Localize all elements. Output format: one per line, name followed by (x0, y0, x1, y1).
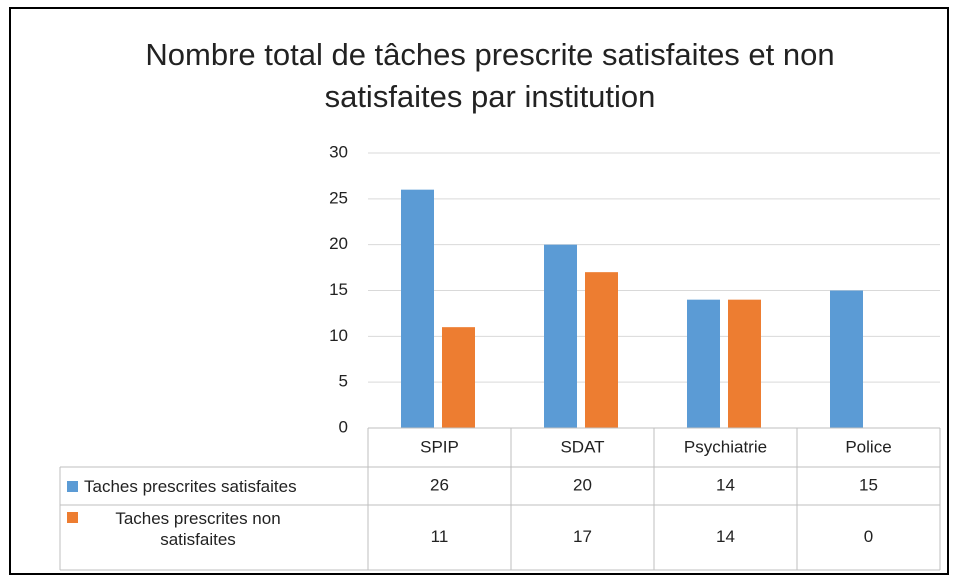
chart-title: Nombre total de tâches prescrite satisfa… (145, 37, 835, 114)
legend-key (67, 512, 78, 523)
y-tick-label: 10 (329, 326, 348, 345)
x-tick-label: Psychiatrie (684, 437, 767, 456)
bar (687, 299, 720, 428)
y-tick-label: 30 (329, 142, 348, 161)
legend-key (67, 481, 78, 492)
legend-label: Taches prescrites satisfaites (84, 477, 297, 496)
chart-border (9, 7, 949, 575)
table-value: 15 (859, 475, 878, 494)
y-tick-label: 25 (329, 188, 348, 207)
bar (585, 272, 618, 428)
x-tick-label: SPIP (420, 437, 459, 456)
y-tick-label: 15 (329, 280, 348, 299)
bar (830, 290, 863, 428)
table-value: 20 (573, 475, 592, 494)
bar (544, 244, 577, 428)
table-value: 0 (864, 527, 873, 546)
bar (728, 299, 761, 428)
table-value: 14 (716, 527, 735, 546)
legend-label: Taches prescrites non satisfaites (115, 509, 281, 549)
table-value: 17 (573, 527, 592, 546)
y-tick-label: 20 (329, 234, 348, 253)
table-value: 14 (716, 475, 735, 494)
x-tick-label: Police (845, 437, 891, 456)
y-tick-label: 5 (339, 372, 348, 391)
bar (401, 189, 434, 428)
table-value: 26 (430, 475, 449, 494)
bar (442, 327, 475, 428)
table-value: 11 (431, 527, 449, 546)
x-tick-label: SDAT (560, 437, 604, 456)
y-tick-label: 0 (339, 417, 348, 436)
